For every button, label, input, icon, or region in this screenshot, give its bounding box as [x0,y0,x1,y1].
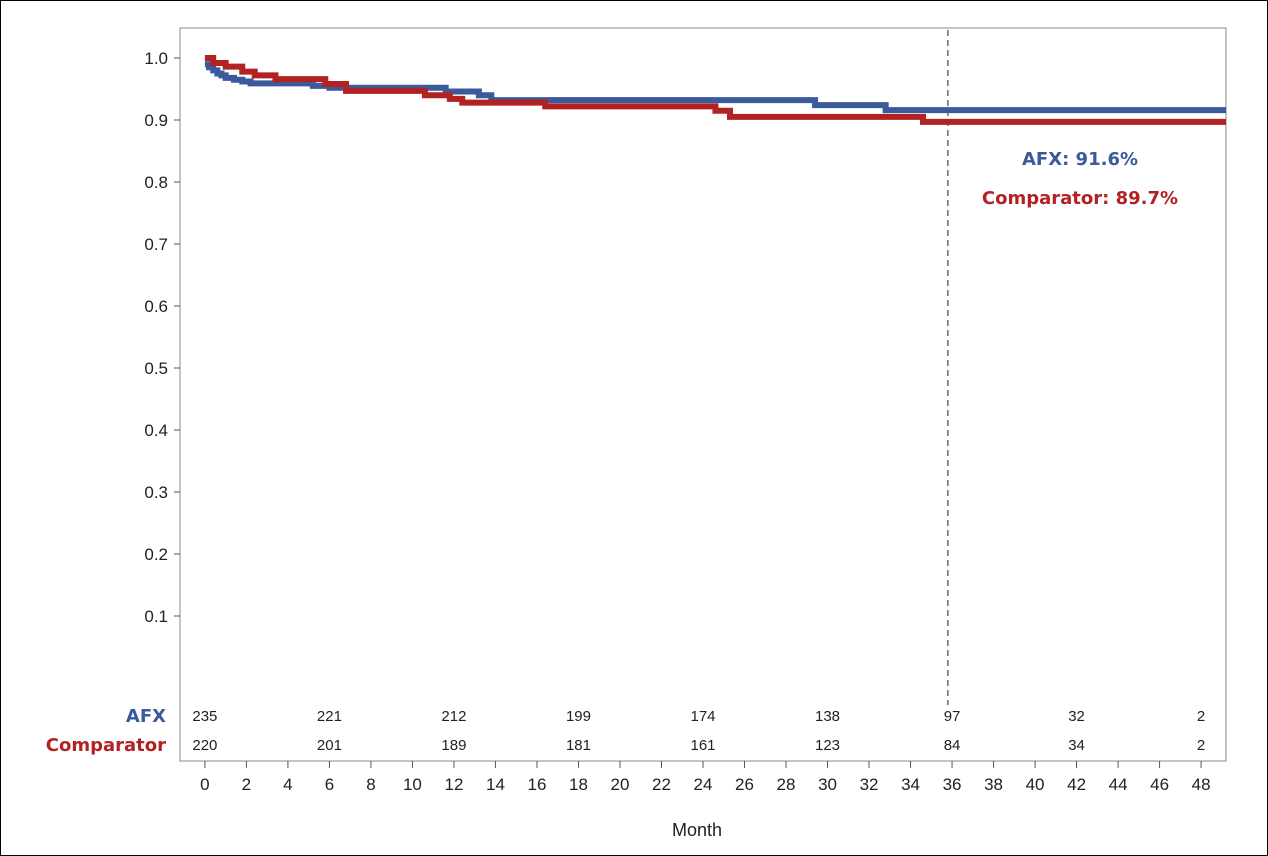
x-tick-label: 20 [611,775,630,794]
risk-count: 221 [317,708,342,725]
x-tick-label: 48 [1192,775,1211,794]
risk-count: 212 [441,708,466,725]
x-tick-label: 10 [403,775,422,794]
x-tick-label: 32 [860,775,879,794]
x-tick-label: 2 [242,775,251,794]
risk-count: 2 [1197,737,1205,754]
x-tick-label: 46 [1150,775,1169,794]
y-tick-label: 0.3 [144,483,168,502]
annotation-comparator: Comparator: 89.7% [982,188,1178,209]
y-tick-label: 0.5 [144,359,168,378]
annotation-afx: AFX: 91.6% [1022,149,1138,170]
risk-count: 97 [944,708,961,725]
y-tick-label: 0.4 [144,421,168,440]
x-tick-label: 34 [901,775,920,794]
x-tick-label: 40 [1026,775,1045,794]
risk-count: 189 [441,737,466,754]
risk-count: 161 [690,737,715,754]
x-tick-label: 22 [652,775,671,794]
x-tick-label: 6 [325,775,334,794]
x-tick-label: 38 [984,775,1003,794]
risk-count: 181 [566,737,591,754]
x-tick-label: 24 [694,775,713,794]
x-tick-label: 8 [366,775,375,794]
x-tick-label: 28 [777,775,796,794]
x-axis-label: Month [672,820,722,840]
y-tick-label: 0.2 [144,545,168,564]
risk-row-label-afx: AFX [126,706,166,727]
x-tick-label: 4 [283,775,292,794]
risk-count: 220 [192,737,217,754]
risk-count: 138 [815,708,840,725]
x-tick-label: 12 [444,775,463,794]
y-tick-label: 1.0 [144,49,168,68]
series-line-comparator [204,55,1226,125]
x-tick-label: 18 [569,775,588,794]
y-tick-label: 0.6 [144,297,168,316]
x-tick-label: 0 [200,775,209,794]
x-tick-label: 26 [735,775,754,794]
x-tick-label: 42 [1067,775,1086,794]
x-tick-label: 30 [818,775,837,794]
y-tick-label: 0.1 [144,607,168,626]
plot-area [179,27,1227,762]
risk-count: 174 [690,708,715,725]
series-line-afx [204,61,1226,114]
y-tick-label: 0.9 [144,111,168,130]
x-axis: 0 2 4 6 8 10 12 14 16 18 20 22 24 26 28 30 32 34 36 38 40 42 4… [200,761,1211,794]
x-tick-label: 44 [1109,775,1128,794]
y-axis: 0.1 0.2 0.3 0.4 0.5 0.6 0.7 0.8 0.9 1.0 [144,49,180,626]
risk-count: 2 [1197,708,1205,725]
x-tick-label: 14 [486,775,505,794]
risk-count: 235 [192,708,217,725]
x-tick-label: 16 [528,775,547,794]
risk-count: 84 [944,737,961,754]
risk-count: 201 [317,737,342,754]
annotations: AFX: 91.6% Comparator: 89.7% [982,149,1178,209]
y-tick-label: 0.8 [144,173,168,192]
risk-count: 123 [815,737,840,754]
risk-count: 32 [1068,708,1085,725]
number-at-risk-table: AFX 235 221 212 199 174 138 97 32 2 Comparator 220 2… [46,706,1206,756]
y-tick-label: 0.7 [144,235,168,254]
risk-row-label-comparator: Comparator [46,735,166,756]
series-layer [204,55,1226,125]
risk-count: 199 [566,708,591,725]
x-tick-label: 36 [943,775,962,794]
risk-count: 34 [1068,737,1085,754]
